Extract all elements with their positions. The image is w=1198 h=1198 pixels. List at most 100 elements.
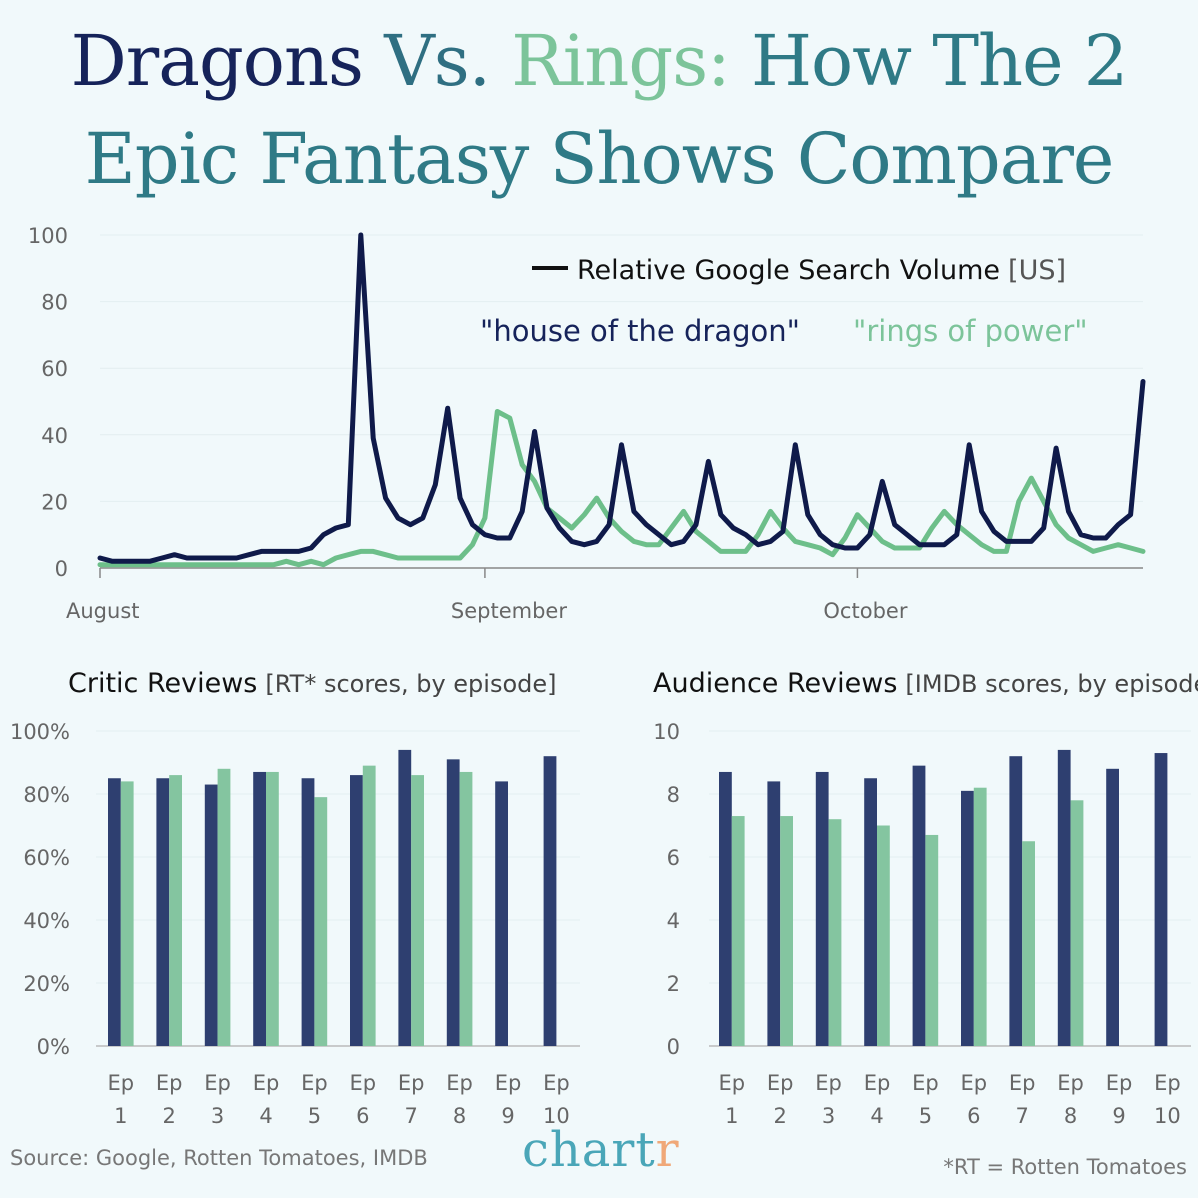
legend-dragon: "house of the dragon" (480, 314, 800, 348)
legend-rings: "rings of power" (853, 314, 1088, 348)
x-tick-label-number: 2 (163, 1104, 176, 1128)
dragon-bar (543, 756, 557, 1046)
audience-reviews-chart: Audience Reviews [IMDB scores, by episode… (653, 668, 1198, 1128)
rt-footnote: *RT = Rotten Tomatoes (943, 1155, 1187, 1179)
dragon-bar (301, 778, 315, 1046)
x-tick-label: Ep (864, 1071, 891, 1095)
audience-title-text: Audience Reviews (653, 668, 897, 699)
x-tick-label: Ep (1009, 1071, 1036, 1095)
x-tick-label-number: 1 (725, 1104, 738, 1128)
line-legend: Relative Google Search Volume [US] "house… (480, 255, 1088, 348)
x-tick-label-number: 9 (501, 1104, 514, 1128)
rings-bar (1022, 841, 1035, 1046)
x-tick-label: Ep (912, 1071, 939, 1095)
x-tick-label: Ep (1154, 1071, 1181, 1095)
chartr-logo: chartr (522, 1122, 680, 1178)
dragon-bar (912, 765, 926, 1046)
audience-chart-title: Audience Reviews [IMDB scores, by episode… (653, 668, 1198, 699)
critic-chart-title: Critic Reviews [RT* scores, by episode] (68, 668, 557, 699)
critic-subtitle: [RT* scores, by episode] (265, 670, 556, 698)
logo-text: chart (522, 1122, 656, 1178)
x-tick-label-number: 10 (1154, 1104, 1181, 1128)
rings-bar (120, 781, 134, 1046)
x-tick-label: Ep (1106, 1071, 1133, 1095)
x-tick-label: Ep (446, 1071, 473, 1095)
x-tick-label-number: 7 (405, 1104, 418, 1128)
rings-search-line (97, 409, 1146, 568)
x-tick-label: Ep (253, 1071, 280, 1095)
y-tick-label: 20 (41, 490, 68, 514)
logo-text-end: r (655, 1122, 680, 1178)
x-tick-label: Ep (767, 1071, 794, 1095)
dragon-bar (204, 784, 218, 1046)
x-tick-label-number: 6 (967, 1104, 980, 1128)
y-tick-label: 40% (23, 909, 70, 933)
dragon-bar (719, 771, 732, 1046)
dragon-bar (1154, 753, 1168, 1046)
x-tick-label: October (823, 599, 907, 623)
y-tick-label: 80% (23, 783, 70, 807)
x-tick-label: Ep (349, 1071, 376, 1095)
x-tick-label-number: 4 (259, 1104, 272, 1128)
x-tick-label-number: 6 (356, 1104, 369, 1128)
x-tick-label-number: 7 (1016, 1104, 1029, 1128)
x-tick-label-number: 1 (114, 1104, 127, 1128)
x-tick-label: Ep (815, 1071, 842, 1095)
dragon-bar (398, 749, 412, 1046)
rings-bar (266, 771, 279, 1046)
critic-reviews-chart: Critic Reviews [RT* scores, by episode] 0… (10, 668, 580, 1128)
dragon-bar (961, 790, 974, 1046)
x-tick-label-number: 8 (453, 1104, 466, 1128)
x-tick-label-number: 9 (1112, 1104, 1125, 1128)
y-tick-label: 80 (41, 291, 68, 315)
rings-bar (828, 819, 842, 1046)
dragon-bar (350, 775, 363, 1046)
rings-bar (411, 775, 424, 1046)
title-rest: How The 2 (750, 20, 1128, 102)
x-tick-label-number: 3 (822, 1104, 835, 1128)
dragon-bar (253, 771, 266, 1046)
y-tick-label: 8 (667, 783, 680, 807)
x-tick-label: Ep (107, 1071, 134, 1095)
y-tick-label: 40 (41, 424, 68, 448)
y-tick-label: 60 (41, 357, 68, 381)
x-tick-label-number: 4 (870, 1104, 883, 1128)
title-vs: Vs. (384, 20, 491, 102)
y-tick-label: 0 (667, 1035, 680, 1059)
y-tick-label: 100% (10, 720, 70, 744)
y-tick-label: 4 (667, 909, 680, 933)
x-tick-label-number: 2 (774, 1104, 787, 1128)
x-tick-label: Ep (398, 1071, 425, 1095)
chart-title-line-2: Epic Fantasy Shows Compare (84, 118, 1115, 200)
x-tick-label: August (66, 599, 140, 623)
rings-bar (217, 768, 231, 1046)
x-tick-label: Ep (156, 1071, 183, 1095)
dragon-search-line (97, 232, 1146, 564)
source-note: Source: Google, Rotten Tomatoes, IMDB (10, 1146, 428, 1170)
x-tick-label: Ep (718, 1071, 745, 1095)
dragon-bar (1009, 756, 1023, 1046)
x-tick-label: Ep (1057, 1071, 1084, 1095)
title-dragons: Dragons (70, 20, 364, 102)
rings-bar (731, 816, 745, 1046)
rings-bar (780, 816, 793, 1046)
legend-title-text: Relative Google Search Volume (577, 255, 1000, 286)
dragon-bar (495, 781, 508, 1046)
rings-bar (314, 797, 328, 1046)
search-volume-chart: 0 20 40 60 80 100 August September October (28, 224, 1146, 623)
x-tick-label: September (451, 599, 567, 623)
y-tick-label: 60% (23, 846, 70, 870)
rings-bar (877, 825, 890, 1046)
y-tick-label: 2 (667, 972, 680, 996)
y-tick-label: 20% (23, 972, 70, 996)
dragon-bar (108, 778, 121, 1046)
x-tick-label-number: 8 (1064, 1104, 1077, 1128)
dragon-bar (815, 771, 829, 1046)
y-tick-label: 100 (28, 224, 68, 248)
dragon-bar (864, 778, 877, 1046)
y-tick-label: 0% (37, 1035, 70, 1059)
x-tick-label-number: 10 (543, 1104, 570, 1128)
rings-bar (362, 765, 376, 1046)
x-tick-label: Ep (204, 1071, 231, 1095)
